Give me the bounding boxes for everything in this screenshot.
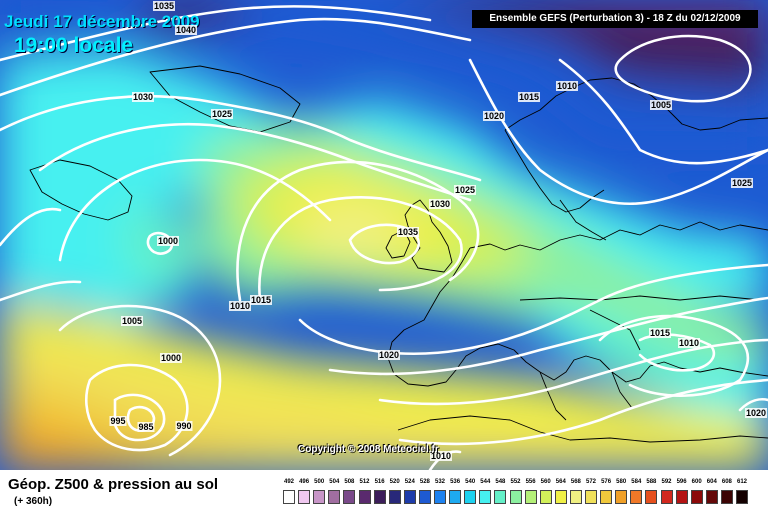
scale-value: 564 [555, 479, 566, 485]
isobar-label: 1015 [517, 92, 541, 102]
isobar-label: 1015 [249, 295, 273, 305]
forecast-time: 19:00 locale [14, 34, 134, 57]
scale-value: 556 [525, 479, 536, 485]
scale-value: 592 [661, 479, 672, 485]
scale-value: 612 [736, 479, 747, 485]
isobar-label: 1010 [228, 301, 252, 311]
scale-swatch [600, 490, 613, 504]
scale-swatch [705, 490, 718, 504]
scale-value: 504 [329, 479, 340, 485]
isobar-label: 1000 [156, 236, 180, 246]
isobar-label: 1010 [677, 338, 701, 348]
isobar-label: 1020 [377, 350, 401, 360]
scale-value: 528 [419, 479, 430, 485]
isobars [0, 5, 768, 470]
scale-value: 596 [676, 479, 687, 485]
scale-swatch [343, 490, 356, 504]
scale-value: 548 [495, 479, 506, 485]
scale-value: 560 [540, 479, 551, 485]
scale-value: 604 [706, 479, 717, 485]
isobar-label: 1010 [555, 81, 579, 91]
scale-swatch [298, 490, 311, 504]
scale-swatch [434, 490, 446, 504]
scale-swatch [660, 490, 673, 504]
scale-swatch [630, 490, 643, 504]
copyright-notice: Copyright © 2008 Meteociel.fr [298, 444, 439, 455]
isobar-label: 1010 [429, 451, 453, 461]
isobar-label: 1030 [428, 199, 452, 209]
isobar-label: 1000 [159, 353, 183, 363]
scale-swatch [494, 490, 507, 504]
scale-swatch [283, 490, 295, 504]
scale-swatch [736, 490, 748, 504]
legend-footer: Géop. Z500 & pression au sol (+ 360h) 49… [0, 470, 768, 512]
scale-value: 496 [299, 479, 310, 485]
color-scale [283, 490, 751, 504]
scale-swatch [524, 490, 537, 504]
isobar-label: 985 [137, 422, 155, 432]
isobar-label: 990 [175, 421, 193, 431]
scale-value: 544 [480, 479, 491, 485]
isobar-label: 995 [109, 416, 127, 426]
forecast-map: Jeudi 17 décembre 2009 19:00 locale Ense… [0, 0, 768, 470]
scale-swatch [313, 490, 326, 504]
scale-swatch [615, 490, 628, 504]
isobar-label: 1020 [744, 408, 768, 418]
scale-value: 572 [585, 479, 596, 485]
model-run-banner: Ensemble GEFS (Perturbation 3) - 18 Z du… [472, 10, 758, 28]
lead-time: (+ 360h) [14, 496, 53, 507]
scale-value: 520 [389, 479, 400, 485]
isobar-label: 1025 [730, 178, 754, 188]
scale-value: 552 [510, 479, 521, 485]
scale-value: 568 [570, 479, 581, 485]
isobar-label: 1005 [649, 100, 673, 110]
isobar-label: 1035 [396, 227, 420, 237]
scale-swatch [720, 490, 733, 504]
scale-swatch [479, 490, 492, 504]
scale-swatch [403, 490, 416, 504]
isobar-label: 1025 [210, 109, 234, 119]
scale-swatch [585, 490, 597, 504]
color-scale-labels: 492 496 500 504 508 512 516 520 524 528 532 536 540 5… [283, 479, 751, 489]
scale-value: 500 [314, 479, 325, 485]
scale-value: 608 [721, 479, 732, 485]
isobar-label: 1015 [648, 328, 672, 338]
scale-value: 512 [359, 479, 370, 485]
scale-value: 580 [616, 479, 627, 485]
isobar-label: 1040 [174, 25, 198, 35]
scale-value: 600 [691, 479, 702, 485]
scale-swatch [418, 490, 431, 504]
isobar-label: 1025 [453, 185, 477, 195]
scale-swatch [645, 490, 658, 504]
isobar-label: 1030 [131, 92, 155, 102]
scale-value: 584 [631, 479, 642, 485]
scale-value: 576 [601, 479, 612, 485]
isobar-label: 1035 [152, 1, 176, 11]
isobar-label: 1005 [120, 316, 144, 326]
scale-swatch [554, 490, 567, 504]
scale-swatch [539, 490, 552, 504]
scale-swatch [373, 490, 386, 504]
scale-swatch [449, 490, 462, 504]
scale-value: 588 [646, 479, 657, 485]
scale-value: 532 [434, 479, 445, 485]
scale-swatch [675, 490, 688, 504]
scale-value: 516 [374, 479, 385, 485]
scale-swatch [328, 490, 341, 504]
parameter-title: Géop. Z500 & pression au sol [8, 476, 219, 493]
scale-swatch [358, 490, 371, 504]
scale-swatch [388, 490, 401, 504]
scale-swatch [690, 490, 703, 504]
scale-value: 536 [450, 479, 461, 485]
scale-value: 524 [404, 479, 415, 485]
scale-swatch [464, 490, 477, 504]
scale-value: 540 [465, 479, 476, 485]
scale-swatch [509, 490, 522, 504]
scale-swatch [569, 490, 582, 504]
forecast-date: Jeudi 17 décembre 2009 [4, 12, 200, 31]
scale-value: 492 [283, 479, 294, 485]
scale-value: 508 [344, 479, 355, 485]
map-canvas [0, 0, 768, 470]
isobar-label: 1020 [482, 111, 506, 121]
